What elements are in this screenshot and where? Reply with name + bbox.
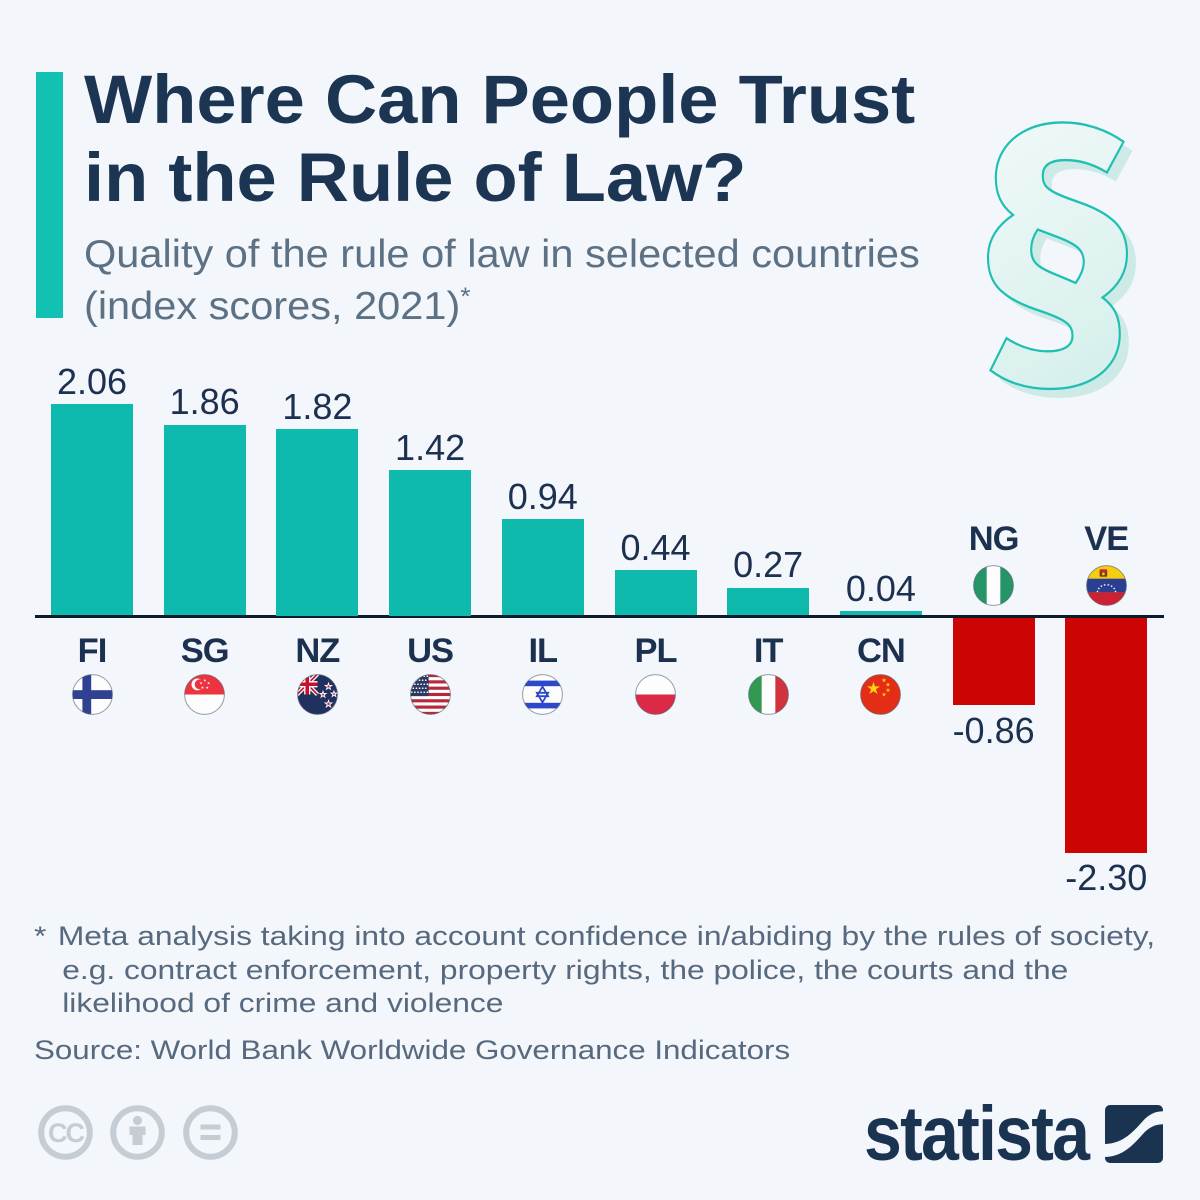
svg-text:CC: CC [48, 1118, 84, 1148]
